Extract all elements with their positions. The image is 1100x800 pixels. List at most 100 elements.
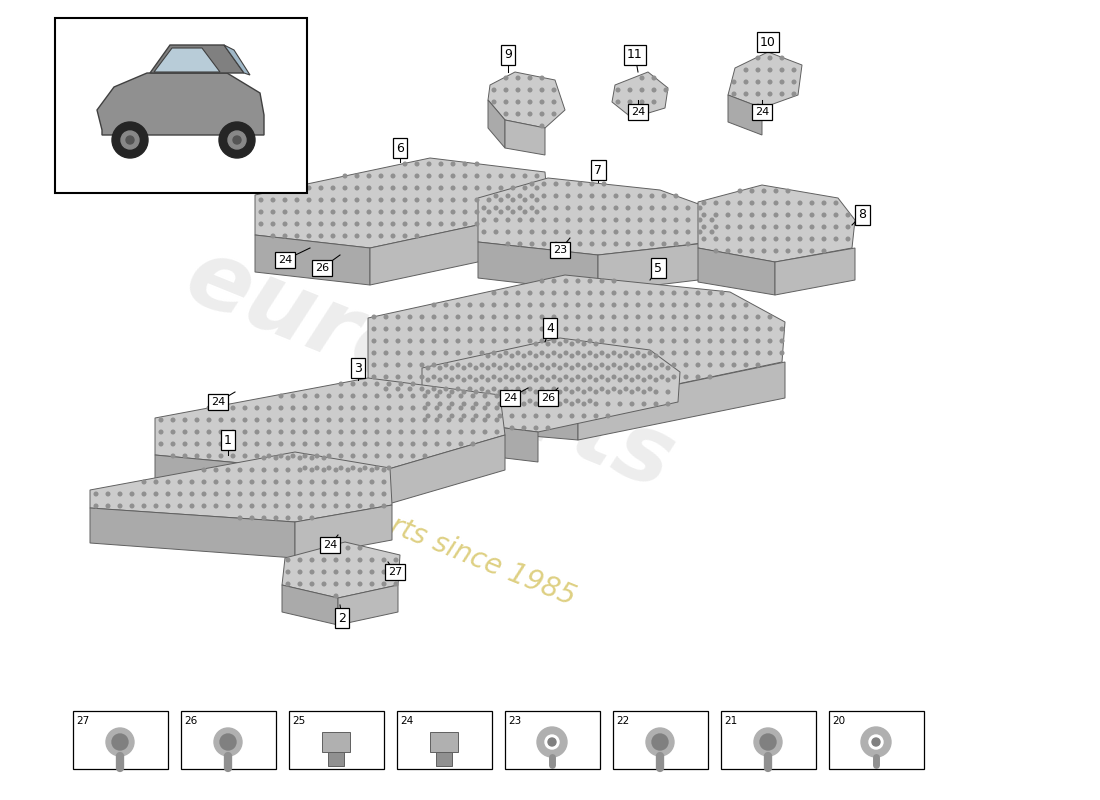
- Circle shape: [780, 339, 784, 342]
- Circle shape: [750, 250, 754, 253]
- Circle shape: [471, 442, 475, 446]
- Circle shape: [528, 315, 531, 318]
- Circle shape: [786, 214, 790, 217]
- Circle shape: [768, 315, 772, 318]
- Circle shape: [540, 315, 543, 318]
- Circle shape: [375, 394, 378, 398]
- Circle shape: [536, 210, 539, 214]
- Circle shape: [327, 430, 331, 434]
- Circle shape: [750, 226, 754, 229]
- Circle shape: [535, 342, 538, 346]
- Circle shape: [756, 104, 760, 108]
- Circle shape: [459, 394, 463, 398]
- Circle shape: [207, 406, 211, 410]
- Circle shape: [540, 387, 543, 391]
- Circle shape: [375, 466, 378, 470]
- Circle shape: [552, 363, 556, 366]
- Circle shape: [672, 375, 675, 379]
- Circle shape: [382, 570, 386, 574]
- Circle shape: [510, 390, 514, 394]
- Circle shape: [219, 418, 223, 422]
- Circle shape: [322, 468, 326, 472]
- Circle shape: [267, 430, 271, 434]
- Circle shape: [411, 406, 415, 410]
- Circle shape: [448, 442, 451, 446]
- Circle shape: [160, 418, 163, 422]
- Circle shape: [327, 394, 331, 398]
- Circle shape: [601, 279, 604, 282]
- Circle shape: [506, 218, 509, 222]
- Circle shape: [415, 222, 419, 226]
- Circle shape: [552, 88, 556, 92]
- Circle shape: [172, 454, 175, 458]
- Circle shape: [756, 363, 760, 366]
- Circle shape: [512, 198, 515, 202]
- Circle shape: [492, 339, 496, 342]
- Circle shape: [359, 558, 362, 562]
- Circle shape: [654, 402, 658, 406]
- Circle shape: [672, 351, 675, 355]
- Circle shape: [351, 406, 355, 410]
- Circle shape: [444, 351, 448, 355]
- Circle shape: [399, 430, 403, 434]
- Text: 5: 5: [654, 262, 662, 274]
- Circle shape: [307, 222, 311, 226]
- Circle shape: [745, 327, 748, 331]
- Circle shape: [363, 454, 366, 458]
- Circle shape: [667, 378, 670, 382]
- Circle shape: [339, 418, 343, 422]
- Circle shape: [295, 234, 299, 238]
- Circle shape: [307, 186, 311, 190]
- Circle shape: [262, 492, 266, 496]
- Circle shape: [451, 162, 454, 166]
- Polygon shape: [698, 248, 776, 295]
- Circle shape: [267, 418, 271, 422]
- Circle shape: [243, 406, 246, 410]
- Circle shape: [774, 250, 778, 253]
- Circle shape: [726, 238, 729, 241]
- Circle shape: [696, 339, 700, 342]
- Polygon shape: [90, 508, 295, 558]
- Circle shape: [346, 546, 350, 550]
- Circle shape: [558, 402, 562, 406]
- Circle shape: [239, 480, 242, 484]
- Circle shape: [510, 378, 514, 382]
- Circle shape: [375, 418, 378, 422]
- Circle shape: [239, 468, 242, 472]
- Circle shape: [762, 238, 766, 241]
- Circle shape: [528, 375, 531, 379]
- Circle shape: [214, 728, 242, 756]
- Circle shape: [371, 582, 374, 586]
- Circle shape: [720, 315, 724, 318]
- Circle shape: [384, 327, 388, 331]
- Circle shape: [463, 186, 466, 190]
- Circle shape: [154, 480, 157, 484]
- Circle shape: [231, 406, 234, 410]
- Circle shape: [542, 218, 546, 222]
- Circle shape: [601, 291, 604, 295]
- Circle shape: [576, 327, 580, 331]
- Circle shape: [372, 351, 376, 355]
- Circle shape: [394, 570, 398, 574]
- Circle shape: [774, 214, 778, 217]
- Circle shape: [648, 351, 652, 355]
- Circle shape: [756, 315, 760, 318]
- Circle shape: [720, 327, 724, 331]
- Circle shape: [708, 339, 712, 342]
- Circle shape: [811, 250, 814, 253]
- Circle shape: [359, 480, 362, 484]
- Circle shape: [359, 504, 362, 508]
- Circle shape: [436, 442, 439, 446]
- Circle shape: [686, 218, 690, 222]
- Circle shape: [564, 303, 568, 306]
- Circle shape: [738, 226, 741, 229]
- Circle shape: [762, 202, 766, 205]
- Circle shape: [283, 198, 287, 202]
- Circle shape: [618, 366, 621, 370]
- Circle shape: [537, 727, 566, 757]
- Circle shape: [588, 291, 592, 295]
- Circle shape: [624, 327, 628, 331]
- Circle shape: [351, 430, 355, 434]
- Circle shape: [363, 430, 366, 434]
- Circle shape: [674, 230, 678, 234]
